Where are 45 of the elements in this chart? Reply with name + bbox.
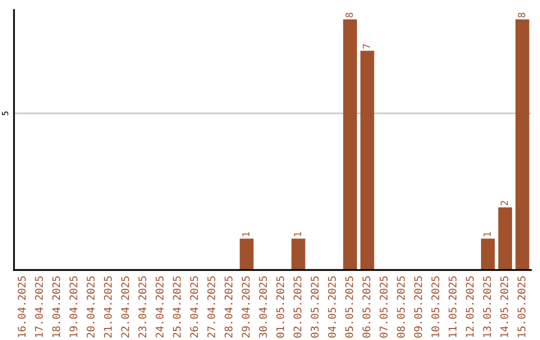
x-tick-label: 17.04.2025 xyxy=(35,276,43,338)
x-tick-label: 03.05.2025 xyxy=(310,276,319,338)
x-tick-label: 06.05.2025 xyxy=(362,276,370,338)
x-tick-label: 11.05.2025 xyxy=(448,276,456,338)
x-tick-label: 14.05.2025 xyxy=(500,276,508,338)
bar xyxy=(498,207,512,270)
bar xyxy=(515,19,530,270)
bar xyxy=(481,238,495,270)
x-tick-label: 18.04.2025 xyxy=(52,276,60,338)
bar xyxy=(240,238,254,270)
x-tick-label: 12.05.2025 xyxy=(466,276,474,338)
data-label: 1 xyxy=(242,232,250,236)
x-tick-label: 21.04.2025 xyxy=(104,276,112,338)
x-tick-label: 19.04.2025 xyxy=(69,276,78,338)
data-label: 8 xyxy=(346,12,353,18)
data-label: 7 xyxy=(362,44,370,49)
x-tick-label: 15.05.2025 xyxy=(518,276,526,338)
x-tick-label: 28.04.2025 xyxy=(224,276,232,338)
x-tick-label: 27.04.2025 xyxy=(207,276,216,338)
data-label: 1 xyxy=(484,232,491,236)
bar xyxy=(291,238,306,270)
bar xyxy=(343,19,357,270)
x-tick-label: 20.04.2025 xyxy=(86,276,95,338)
x-tick-label: 25.04.2025 xyxy=(172,276,181,338)
data-label: 1 xyxy=(294,232,302,236)
x-tick-label: 13.05.2025 xyxy=(483,276,491,338)
data-label: 8 xyxy=(518,12,526,18)
x-tick-label: 04.05.2025 xyxy=(328,276,336,338)
x-tick-label: 08.05.2025 xyxy=(396,276,405,338)
x-tick-label: 22.04.2025 xyxy=(121,276,130,338)
x-tick-label: 01.05.2025 xyxy=(276,276,284,338)
ref-line-label: 5 xyxy=(2,112,8,116)
x-tick-label: 24.04.2025 xyxy=(156,276,164,338)
x-tick-label: 07.05.2025 xyxy=(380,276,388,338)
x-tick-label: 29.04.2025 xyxy=(242,276,250,338)
bar xyxy=(360,50,374,270)
x-tick-label: 02.05.2025 xyxy=(294,276,302,338)
x-tick-label: 05.05.2025 xyxy=(345,276,354,338)
x-tick-label: 10.05.2025 xyxy=(431,276,440,338)
x-tick-label: 23.04.2025 xyxy=(138,276,146,338)
x-tick-label: 16.04.2025 xyxy=(18,276,26,338)
x-tick-label: 30.04.2025 xyxy=(259,276,267,338)
x-tick-label: 09.05.2025 xyxy=(414,276,422,338)
data-label: 2 xyxy=(500,200,508,206)
x-tick-label: 26.04.2025 xyxy=(190,276,198,338)
